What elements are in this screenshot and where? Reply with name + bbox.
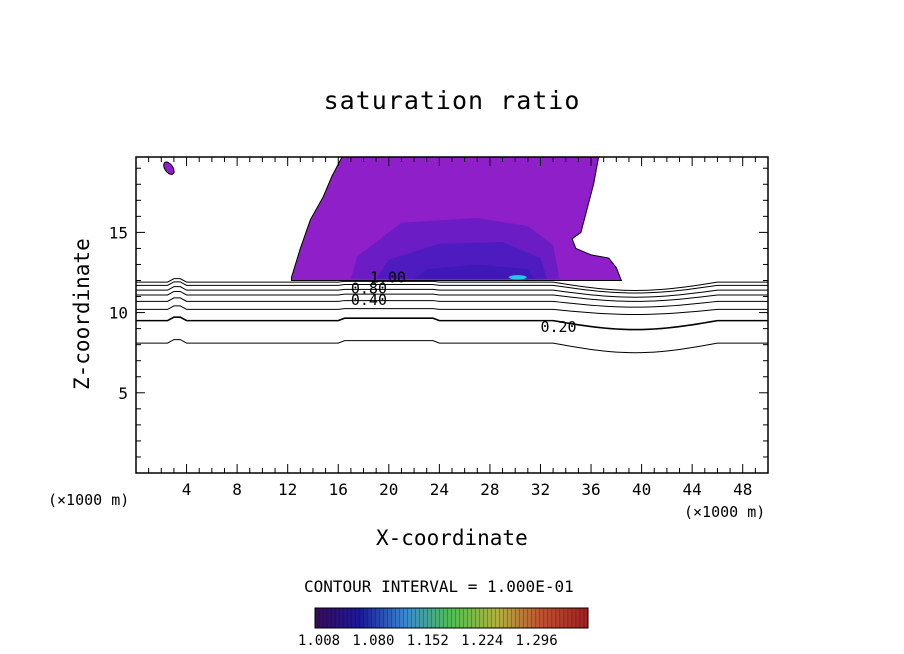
contour-line <box>136 339 768 354</box>
x-tick-label: 48 <box>733 480 752 499</box>
x-tick-label: 24 <box>430 480 449 499</box>
x-unit-left: (×1000 m) <box>48 491 130 509</box>
contour-line <box>136 297 768 308</box>
contour-label: 0.20 <box>540 318 576 336</box>
chart-title: saturation ratio <box>323 86 581 115</box>
shaded-core-inner <box>414 264 535 279</box>
contour-line <box>136 290 768 302</box>
contour-line <box>136 281 768 294</box>
x-tick-label: 4 <box>182 480 192 499</box>
colorbar-tick-label: 1.008 <box>298 633 340 649</box>
contour-line <box>136 316 768 331</box>
contour-label: 0.80 <box>351 280 387 298</box>
contour-label: 1.00 <box>370 268 406 286</box>
y-tick-label: 10 <box>109 304 128 323</box>
y-tick-label: 5 <box>118 384 128 403</box>
colorbar-tick-label: 1.296 <box>516 633 558 649</box>
x-tick-label: 40 <box>632 480 651 499</box>
x-tick-label: 36 <box>581 480 600 499</box>
colorbar-tick-label: 1.080 <box>352 633 394 649</box>
x-tick-label: 44 <box>683 480 702 499</box>
contour-label: 0.40 <box>351 291 387 309</box>
x-axis-label: X-coordinate <box>376 526 528 550</box>
x-unit-right: (×1000 m) <box>684 503 766 521</box>
x-tick-label: 20 <box>379 480 398 499</box>
shaded-highlight <box>508 275 527 280</box>
x-tick-label: 8 <box>232 480 242 499</box>
contour-line <box>136 278 768 291</box>
x-tick-label: 16 <box>329 480 348 499</box>
contour-line <box>136 305 768 316</box>
contour-interval-note: CONTOUR INTERVAL = 1.000E-01 <box>304 577 574 596</box>
colorbar-tick-label: 1.224 <box>461 633 503 649</box>
colorbar-tick-label: 1.152 <box>407 633 449 649</box>
y-axis-label: Z-coordinate <box>70 238 94 390</box>
shaded-blob <box>163 161 175 175</box>
y-tick-label: 15 <box>109 223 128 242</box>
x-tick-label: 12 <box>278 480 297 499</box>
x-tick-label: 32 <box>531 480 550 499</box>
contour-line <box>136 286 768 298</box>
x-tick-label: 28 <box>480 480 499 499</box>
